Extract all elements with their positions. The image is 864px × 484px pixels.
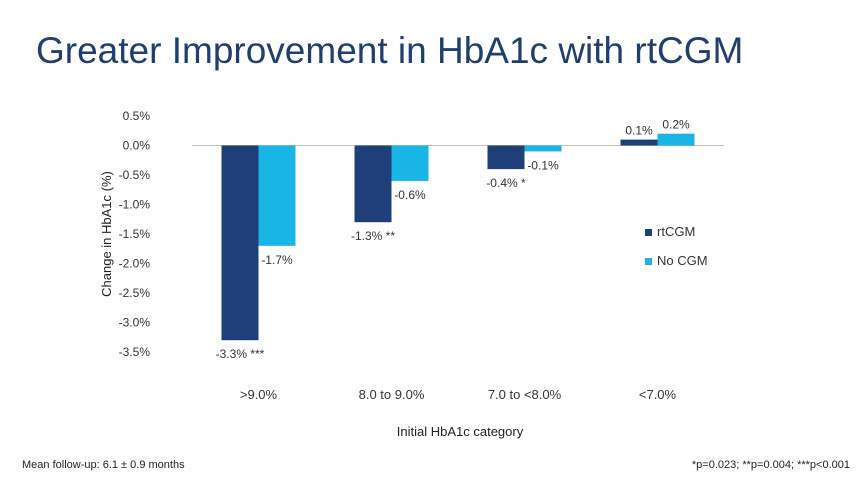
data-label: 0.1%	[625, 124, 653, 138]
x-tick-label: 8.0 to 9.0%	[359, 387, 425, 402]
x-axis-label: Initial HbA1c category	[397, 424, 524, 439]
y-axis-ticks: 0.5% 0.0% -0.5% -1.0% -1.5% -2.0% -2.5% -3.0% -3…	[119, 109, 151, 359]
bar-chart: 0.5% 0.0% -0.5% -1.0% -1.5% -2.0% -2.5% -3.0% -3…	[99, 109, 724, 439]
bar-rtcgm	[620, 139, 658, 146]
x-tick-label: 7.0 to <8.0%	[488, 387, 562, 402]
bars-group	[221, 133, 695, 341]
chart-title: Greater Improvement in HbA1c with rtCGM	[36, 30, 744, 71]
x-tick-label: >9.0%	[240, 387, 278, 402]
y-tick-label: -0.5%	[119, 168, 151, 182]
significance-footnote: *p=0.023; **p=0.004; ***p<0.001	[691, 459, 850, 471]
bar-rtcgm	[354, 145, 392, 223]
legend-swatch	[645, 258, 652, 265]
bar-no-cgm	[391, 145, 429, 181]
data-label: -0.1%	[527, 158, 559, 172]
x-tick-label: <7.0%	[639, 387, 677, 402]
bar-rtcgm	[487, 145, 525, 170]
bar-no-cgm	[258, 145, 296, 246]
bar-no-cgm	[657, 133, 695, 146]
legend-label: rtCGM	[657, 224, 695, 239]
legend: rtCGM No CGM	[645, 224, 708, 268]
y-tick-label: -2.0%	[119, 257, 151, 271]
legend-label: No CGM	[657, 253, 708, 268]
data-label: -0.4% *	[486, 176, 526, 190]
x-axis-ticks: >9.0% 8.0 to 9.0% 7.0 to <8.0% <7.0%	[240, 387, 677, 402]
y-tick-label: -1.5%	[119, 227, 151, 241]
bar-no-cgm	[524, 145, 562, 152]
bar-labels-group: -3.3% *** -1.7% -1.3% ** -0.6% -0.4% *-0.1% 0…	[216, 118, 690, 362]
data-label: -0.6%	[394, 188, 426, 202]
y-tick-label: -1.0%	[119, 198, 151, 212]
data-label: 0.2%	[662, 118, 690, 132]
legend-swatch	[645, 229, 652, 236]
y-tick-label: 0.5%	[123, 109, 151, 123]
y-tick-label: 0.0%	[123, 139, 151, 153]
y-tick-label: -3.0%	[119, 316, 151, 330]
y-tick-label: -2.5%	[119, 286, 151, 300]
data-label: -1.3% **	[351, 229, 395, 243]
data-label: -1.7%	[261, 253, 293, 267]
follow-up-footnote: Mean follow-up: 6.1 ± 0.9 months	[22, 459, 185, 471]
y-tick-label: -3.5%	[119, 345, 151, 359]
bar-rtcgm	[221, 145, 259, 341]
data-label: -3.3% ***	[216, 347, 265, 361]
y-axis-label: Change in HbA1c (%)	[99, 171, 114, 297]
